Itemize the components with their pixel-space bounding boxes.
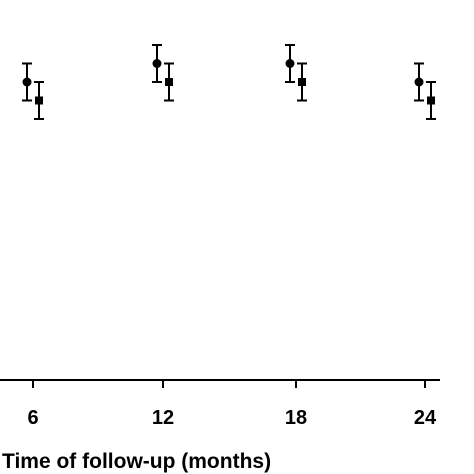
plot-marks <box>22 44 436 120</box>
x-tick-label: 24 <box>414 407 437 429</box>
x-tick-label: 12 <box>152 407 174 429</box>
data-point-square <box>427 96 435 105</box>
x-axis-title: Time of follow-up (months) <box>2 450 271 473</box>
data-point-square <box>35 96 43 105</box>
data-point-circle <box>152 59 162 68</box>
x-tick-label: 6 <box>27 407 38 429</box>
data-point-square <box>298 78 306 86</box>
data-point-circle <box>285 59 295 68</box>
data-point-square <box>165 78 173 86</box>
data-point-circle <box>414 77 424 87</box>
data-point-circle <box>22 77 32 87</box>
x-tick-label: 18 <box>285 407 307 429</box>
x-axis: 6 12 18 24 <box>0 379 440 429</box>
